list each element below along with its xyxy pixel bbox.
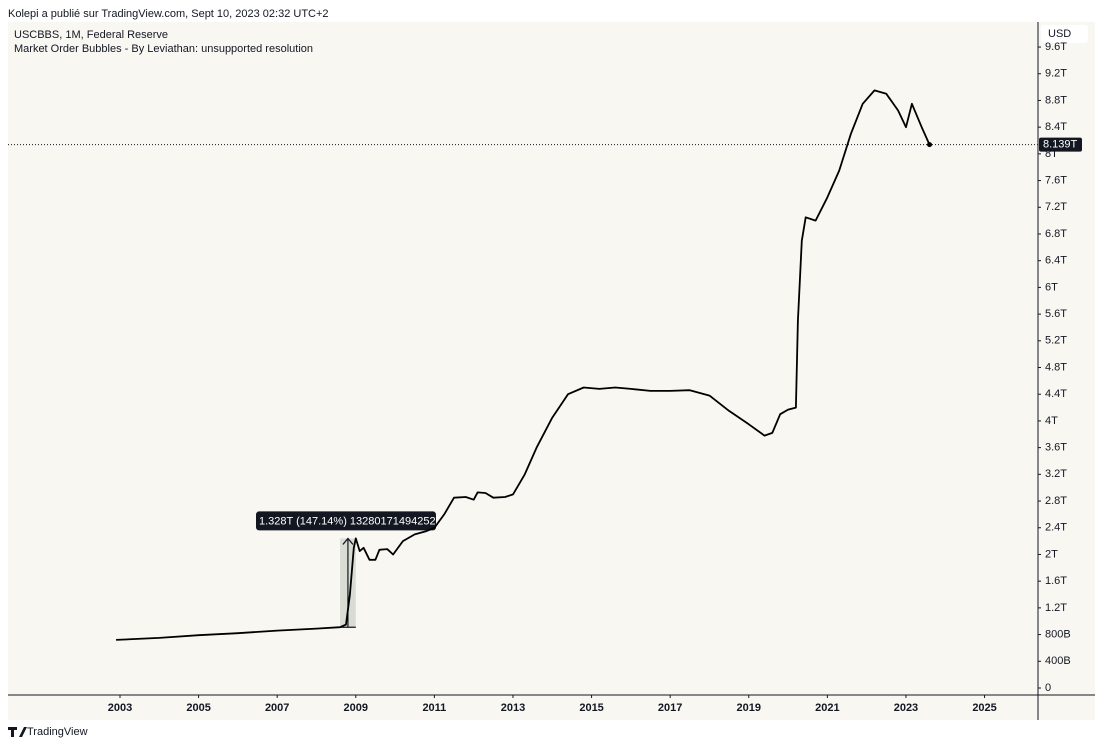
- last-price-box: [1039, 137, 1082, 152]
- measure-label: 1.328T (147.14%) 132801714942529: [259, 515, 442, 527]
- measure-box: [256, 511, 436, 531]
- x-tick-label: 2011: [422, 702, 446, 714]
- y-tick-label: 9.2T: [1045, 68, 1067, 80]
- x-tick-label: 2013: [501, 702, 525, 714]
- x-tick-label: 2015: [579, 702, 603, 714]
- chart-title: USCBBS, 1M, Federal Reserve: [14, 29, 168, 41]
- y-tick-label: 800B: [1045, 628, 1071, 640]
- x-tick-label: 2025: [972, 702, 996, 714]
- price-line: [116, 89, 931, 641]
- chart-subtitle: Market Order Bubbles - By Leviathan: uns…: [14, 43, 313, 55]
- x-tick-label: 2019: [737, 702, 761, 714]
- brand-logo: [8, 727, 27, 737]
- last-price-label: 8.139T: [1043, 138, 1078, 150]
- y-tick-label: 3.6T: [1045, 442, 1067, 454]
- y-tick-label: 2.8T: [1045, 495, 1067, 507]
- y-tick-label: 0: [1045, 682, 1051, 694]
- y-tick-label: 4T: [1045, 415, 1058, 427]
- currency: USD: [1048, 28, 1071, 40]
- last-point: [927, 142, 933, 148]
- y-tick-label: 7.6T: [1045, 174, 1067, 186]
- brand: TradingView: [27, 726, 88, 738]
- y-tick-label: 2.4T: [1045, 522, 1067, 534]
- plot-background: [8, 22, 1095, 720]
- y-tick-label: 1.2T: [1045, 602, 1067, 614]
- x-tick-label: 2021: [815, 702, 839, 714]
- publisher: Kolepi a publié sur TradingView.com, Sep…: [8, 8, 329, 20]
- y-tick-label: 8.4T: [1045, 121, 1067, 133]
- y-tick-label: 6T: [1045, 281, 1058, 293]
- x-tick-label: 2023: [894, 702, 918, 714]
- y-tick-label: 2T: [1045, 548, 1058, 560]
- x-tick-label: 2005: [186, 702, 210, 714]
- y-tick-label: 9.6T: [1045, 41, 1067, 53]
- y-tick-label: 3.2T: [1045, 468, 1067, 480]
- y-tick-label: 6.8T: [1045, 228, 1067, 240]
- y-tick-label: 400B: [1045, 655, 1071, 667]
- y-tick-label: 5.2T: [1045, 335, 1067, 347]
- y-tick-label: 7.2T: [1045, 201, 1067, 213]
- x-tick-label: 2009: [344, 702, 368, 714]
- y-tick-label: 8.8T: [1045, 94, 1067, 106]
- x-tick-label: 2017: [658, 702, 682, 714]
- y-tick-label: 4.4T: [1045, 388, 1067, 400]
- x-tick-label: 2007: [265, 702, 289, 714]
- x-tick-label: 2003: [108, 702, 132, 714]
- y-tick-label: 4.8T: [1045, 361, 1067, 373]
- y-tick-label: 6.4T: [1045, 255, 1067, 267]
- currency-box: [1041, 25, 1088, 43]
- y-tick-label: 5.6T: [1045, 308, 1067, 320]
- y-tick-label: 1.6T: [1045, 575, 1067, 587]
